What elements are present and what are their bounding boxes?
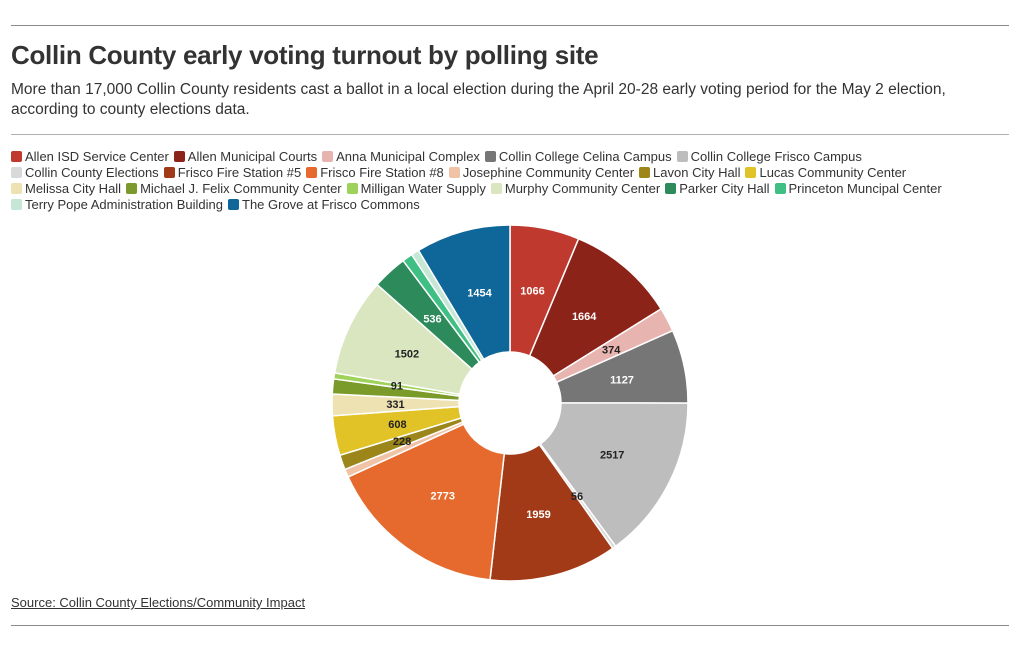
legend-swatch [322, 151, 334, 162]
bottom-rule [11, 625, 1009, 626]
legend-label: Anna Municipal Complex [336, 149, 480, 164]
legend-item[interactable]: Princeton Muncipal Center [774, 181, 942, 197]
top-rule [11, 25, 1009, 26]
legend-item[interactable]: Allen Municipal Courts [173, 149, 318, 165]
legend-swatch [745, 167, 757, 178]
slice-value-label: 374 [602, 344, 621, 356]
legend-item[interactable]: Parker City Hall [665, 181, 770, 197]
legend-swatch [163, 167, 175, 178]
legend-item[interactable]: Allen ISD Service Center [11, 149, 169, 165]
legend-label: Allen Municipal Courts [187, 149, 318, 164]
chart-subtitle: More than 17,000 Collin County residents… [11, 81, 946, 118]
legend-item[interactable]: Anna Municipal Complex [322, 149, 480, 165]
slice-value-label: 536 [423, 314, 441, 326]
slice-value-label: 1664 [572, 311, 597, 323]
legend-label: Frisco Fire Station #5 [177, 165, 302, 180]
slice-value-label: 1502 [395, 348, 419, 360]
legend-swatch [346, 183, 358, 194]
legend-item[interactable]: Murphy Community Center [490, 181, 661, 197]
chart-legend: Allen ISD Service Center Allen Municipal … [11, 149, 1011, 213]
legend-label: Lavon City Hall [653, 165, 741, 180]
legend-swatch [173, 151, 185, 162]
legend-item[interactable]: The Grove at Frisco Commons [228, 197, 420, 213]
legend-swatch [11, 183, 22, 194]
slice-value-label: 1959 [526, 509, 550, 521]
legend-label: Milligan Water Supply [360, 181, 486, 196]
legend-label: Murphy Community Center [504, 181, 661, 196]
slice-value-label: 1066 [520, 286, 544, 298]
legend-label: Michael J. Felix Community Center [140, 181, 342, 196]
legend-item[interactable]: Lavon City Hall [639, 165, 740, 181]
legend-swatch [11, 199, 22, 210]
slice-value-label: 91 [391, 381, 403, 393]
legend-label: Melissa City Hall [25, 181, 122, 196]
pie-slice[interactable] [417, 224, 511, 361]
legend-label: Allen ISD Service Center [25, 149, 169, 164]
legend-item[interactable]: Collin College Frisco Campus [676, 149, 862, 165]
legend-swatch [11, 151, 22, 162]
legend-item[interactable]: Josephine Community Center [448, 165, 635, 181]
legend-item[interactable]: Frisco Fire Station #5 [163, 165, 302, 181]
legend-swatch [676, 151, 688, 162]
legend-label: Frisco Fire Station #8 [320, 165, 444, 180]
pie-slice[interactable] [347, 423, 506, 581]
slice-value-label: 2773 [431, 491, 455, 503]
legend-swatch [448, 167, 460, 178]
legend-label: Parker City Hall [679, 181, 770, 196]
legend-item[interactable]: Collin County Elections [11, 165, 159, 181]
legend-label: The Grove at Frisco Commons [242, 197, 420, 212]
slice-value-label: 1127 [610, 374, 634, 386]
legend-swatch [639, 167, 651, 178]
legend-swatch [665, 183, 677, 194]
legend-item[interactable]: Milligan Water Supply [346, 181, 486, 197]
legend-label: Josephine Community Center [462, 165, 635, 180]
source-link[interactable]: Source: Collin County Elections/Communit… [11, 595, 306, 610]
pie-slice[interactable] [539, 402, 689, 548]
legend-swatch [228, 199, 239, 210]
legend-swatch [774, 183, 786, 194]
legend-label: Collin College Celina Campus [498, 149, 672, 164]
slice-value-label: 228 [393, 436, 411, 448]
legend-label: Lucas Community Center [759, 165, 907, 180]
legend-item[interactable]: Frisco Fire Station #8 [306, 165, 444, 181]
legend-label: Collin County Elections [25, 165, 159, 180]
legend-swatch [484, 151, 496, 162]
legend-label: Terry Pope Administration Building [25, 197, 223, 212]
legend-swatch [306, 167, 318, 178]
legend-item[interactable]: Melissa City Hall [11, 181, 121, 197]
legend-item[interactable]: Lucas Community Center [745, 165, 906, 181]
legend-swatch [11, 167, 22, 178]
slice-value-label: 1454 [467, 288, 492, 300]
legend-label: Princeton Muncipal Center [788, 181, 942, 196]
slice-value-label: 2517 [600, 450, 624, 462]
legend-item[interactable]: Terry Pope Administration Building [11, 197, 223, 213]
legend-swatch [490, 183, 502, 194]
legend-label: Collin College Frisco Campus [690, 149, 862, 164]
header-divider [11, 134, 1009, 135]
slice-value-label: 331 [386, 399, 404, 411]
chart-title: Collin County early voting turnout by po… [11, 40, 599, 70]
legend-item[interactable]: Michael J. Felix Community Center [126, 181, 342, 197]
pie-slice[interactable] [489, 443, 614, 582]
slice-value-label: 56 [571, 491, 583, 503]
legend-item[interactable]: Collin College Celina Campus [484, 149, 672, 165]
slice-value-label: 608 [388, 419, 406, 431]
legend-swatch [126, 183, 138, 194]
